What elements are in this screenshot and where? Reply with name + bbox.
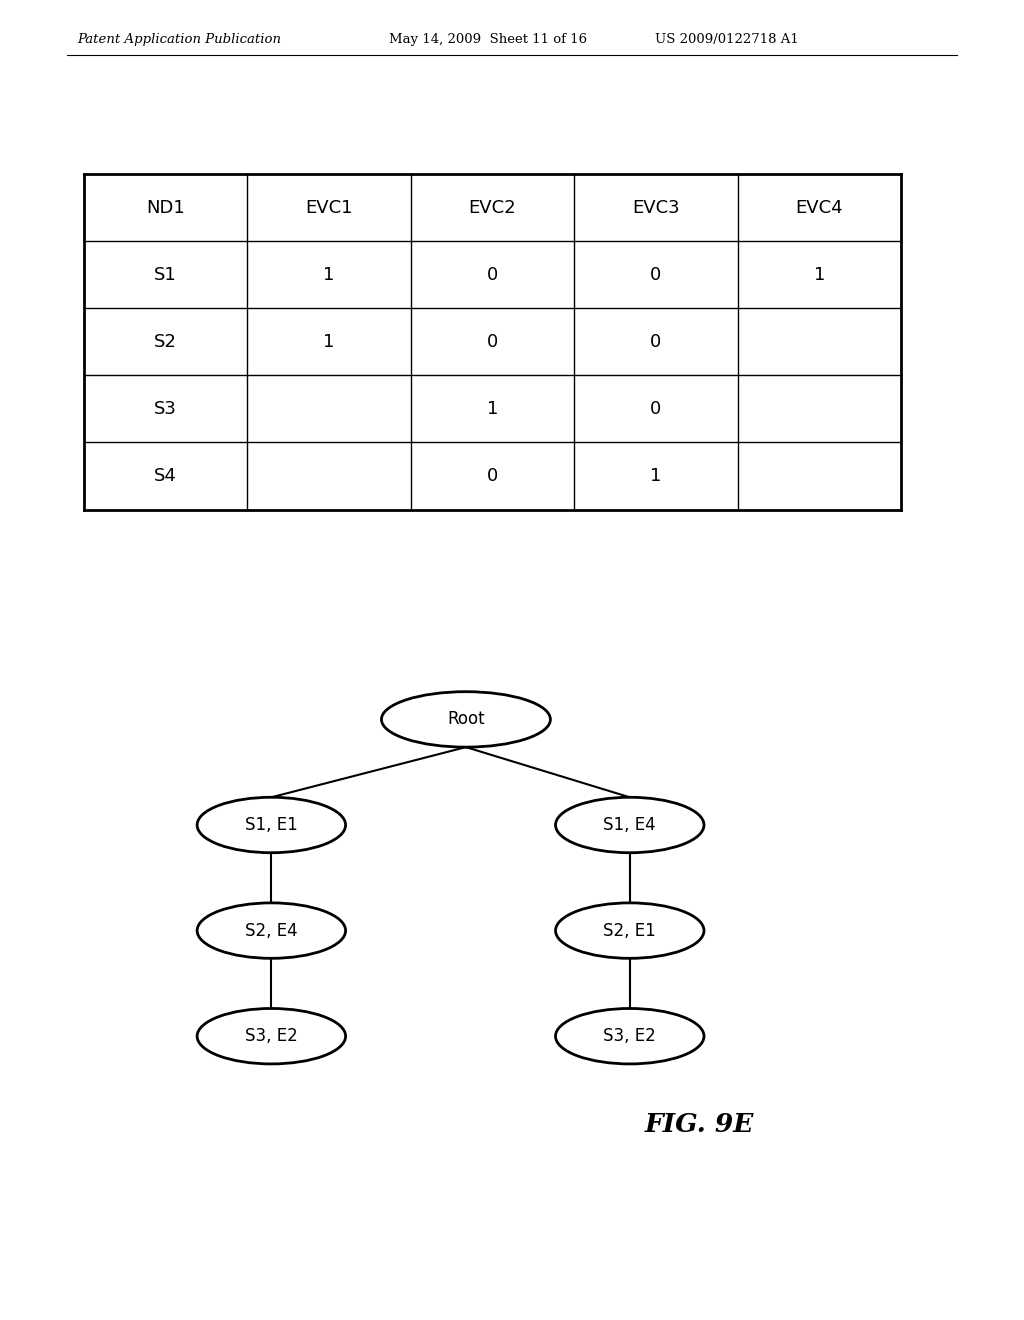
Text: S3: S3 (155, 400, 177, 418)
Text: EVC3: EVC3 (632, 199, 680, 216)
Ellipse shape (555, 1008, 705, 1064)
Text: 0: 0 (650, 265, 662, 284)
Text: ND1: ND1 (146, 199, 185, 216)
Text: S1, E4: S1, E4 (603, 816, 656, 834)
Text: S3, E2: S3, E2 (603, 1027, 656, 1045)
Ellipse shape (555, 797, 705, 853)
Text: S1, E1: S1, E1 (245, 816, 298, 834)
Text: S4: S4 (155, 467, 177, 484)
Text: 1: 1 (324, 265, 335, 284)
Ellipse shape (197, 797, 346, 853)
Text: 1: 1 (650, 467, 662, 484)
Ellipse shape (555, 903, 705, 958)
Text: 1: 1 (486, 400, 499, 418)
Ellipse shape (197, 903, 346, 958)
Text: 1: 1 (814, 265, 825, 284)
Text: 0: 0 (487, 265, 498, 284)
Text: 1: 1 (324, 333, 335, 351)
Text: S2, E4: S2, E4 (245, 921, 298, 940)
Text: May 14, 2009  Sheet 11 of 16: May 14, 2009 Sheet 11 of 16 (389, 33, 587, 46)
Text: 0: 0 (650, 333, 662, 351)
Text: Root: Root (447, 710, 484, 729)
Text: Patent Application Publication: Patent Application Publication (77, 33, 281, 46)
Text: EVC4: EVC4 (796, 199, 843, 216)
Text: S2, E1: S2, E1 (603, 921, 656, 940)
Text: S1: S1 (155, 265, 177, 284)
Text: EVC1: EVC1 (305, 199, 353, 216)
Text: 0: 0 (487, 333, 498, 351)
Text: 0: 0 (650, 400, 662, 418)
Text: EVC2: EVC2 (469, 199, 516, 216)
Text: 0: 0 (487, 467, 498, 484)
Text: S3, E2: S3, E2 (245, 1027, 298, 1045)
Ellipse shape (197, 1008, 346, 1064)
Ellipse shape (381, 692, 551, 747)
Text: FIG. 9E: FIG. 9E (645, 1113, 755, 1137)
Text: US 2009/0122718 A1: US 2009/0122718 A1 (655, 33, 799, 46)
Text: S2: S2 (155, 333, 177, 351)
